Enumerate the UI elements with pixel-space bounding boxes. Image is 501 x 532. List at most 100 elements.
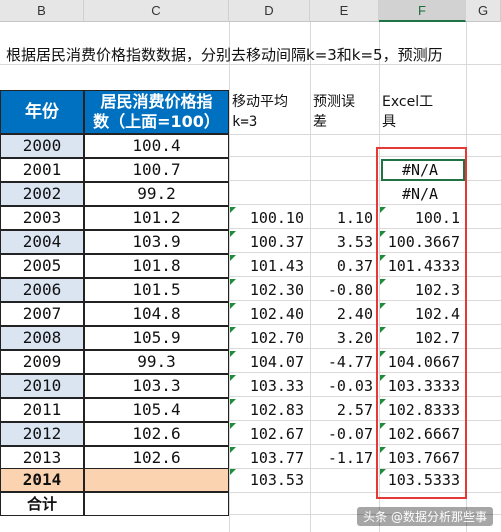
moving-average-cell[interactable]: 104.07 bbox=[249, 353, 304, 371]
moving-average-cell[interactable]: 102.40 bbox=[249, 305, 304, 323]
year-cell[interactable]: 2009 bbox=[0, 350, 84, 374]
header-excel-tool[interactable]: Excel工 具 bbox=[380, 90, 466, 134]
ma-error-indicator bbox=[230, 207, 236, 213]
column-header-g[interactable]: G bbox=[466, 0, 501, 22]
moving-average-cell[interactable]: 101.43 bbox=[249, 257, 304, 275]
column-header-f[interactable]: F bbox=[379, 0, 466, 22]
header-err-line1: 预测误 bbox=[313, 94, 355, 110]
forecast-error-cell[interactable] bbox=[311, 182, 379, 206]
year-cell[interactable]: 2004 bbox=[0, 230, 84, 254]
header-moving-average[interactable]: 移动平均 k=3 bbox=[230, 90, 310, 134]
excel-tool-cell[interactable]: 104.0667 bbox=[387, 353, 460, 371]
cpi-cell[interactable]: 104.8 bbox=[84, 302, 229, 326]
excel-tool-cell[interactable]: 101.4333 bbox=[387, 257, 460, 275]
cpi-cell[interactable]: 99.3 bbox=[84, 350, 229, 374]
cpi-cell[interactable]: 101.8 bbox=[84, 254, 229, 278]
header-forecast-error[interactable]: 预测误 差 bbox=[311, 90, 379, 134]
moving-average-cell[interactable]: 103.77 bbox=[249, 449, 304, 467]
forecast-error-cell[interactable]: -0.07 bbox=[327, 425, 373, 443]
forecast-error-cell[interactable]: 2.40 bbox=[336, 305, 373, 323]
moving-average-cell[interactable]: 100.10 bbox=[249, 209, 304, 227]
cpi-cell[interactable]: 101.2 bbox=[84, 206, 229, 230]
forecast-error-cell[interactable]: -0.80 bbox=[327, 281, 373, 299]
moving-average-cell[interactable] bbox=[230, 158, 310, 182]
cpi-cell[interactable]: 103.9 bbox=[84, 230, 229, 254]
total-label-cell[interactable]: 合计 bbox=[0, 492, 84, 516]
forecast-error-cell[interactable] bbox=[311, 134, 379, 158]
header-year[interactable]: 年份 bbox=[0, 90, 84, 134]
ma-error-indicator bbox=[230, 255, 236, 261]
column-header-d[interactable]: D bbox=[229, 0, 310, 22]
header-cpi-line2: 数（上面=100） bbox=[93, 112, 220, 131]
excel-tool-cell[interactable]: 102.6667 bbox=[387, 425, 460, 443]
year-cell[interactable]: 2012 bbox=[0, 422, 84, 446]
year-cell[interactable]: 2013 bbox=[0, 446, 84, 470]
excel-tool-cell[interactable]: 102.3 bbox=[414, 281, 460, 299]
excel-tool-cell[interactable]: 103.3333 bbox=[387, 377, 460, 395]
forecast-year-cell[interactable]: 2014 bbox=[0, 468, 84, 492]
header-cpi-line1: 居民消费价格指 bbox=[100, 92, 213, 111]
highlight-box bbox=[376, 147, 467, 499]
year-cell[interactable]: 2006 bbox=[0, 278, 84, 302]
forecast-tool-cell[interactable]: 103.5333 bbox=[387, 471, 460, 489]
forecast-cpi-cell[interactable] bbox=[84, 468, 229, 492]
ma-error-indicator bbox=[230, 231, 236, 237]
moving-average-cell[interactable] bbox=[230, 134, 310, 158]
excel-tool-cell[interactable]: #N/A bbox=[401, 185, 439, 203]
forecast-error-cell[interactable]: 3.53 bbox=[336, 233, 373, 251]
moving-average-cell[interactable] bbox=[230, 182, 310, 206]
moving-average-cell[interactable]: 100.37 bbox=[249, 233, 304, 251]
year-cell[interactable]: 2005 bbox=[0, 254, 84, 278]
excel-tool-cell[interactable]: 102.7 bbox=[414, 329, 460, 347]
forecast-error-cell[interactable]: 0.37 bbox=[336, 257, 373, 275]
column-header-e[interactable]: E bbox=[310, 0, 379, 22]
year-cell[interactable]: 2000 bbox=[0, 134, 84, 158]
forecast-error-cell[interactable]: -0.03 bbox=[327, 377, 373, 395]
cpi-cell[interactable]: 105.9 bbox=[84, 326, 229, 350]
cpi-cell[interactable]: 100.4 bbox=[84, 134, 229, 158]
excel-tool-cell[interactable]: 103.7667 bbox=[387, 449, 460, 467]
forecast-error-cell[interactable]: 2.57 bbox=[336, 401, 373, 419]
tool-error-indicator bbox=[380, 207, 386, 213]
header-ma-line1: 移动平均 bbox=[232, 94, 288, 110]
excel-tool-cell[interactable]: #N/A bbox=[380, 158, 466, 182]
moving-average-cell[interactable]: 102.83 bbox=[249, 401, 304, 419]
tool-error-indicator bbox=[380, 399, 386, 405]
header-cpi[interactable]: 居民消费价格指 数（上面=100） bbox=[84, 90, 229, 134]
column-header-b[interactable]: B bbox=[0, 0, 84, 22]
forecast-error-cell[interactable]: 3.20 bbox=[336, 329, 373, 347]
excel-tool-cell[interactable]: 102.4 bbox=[414, 305, 460, 323]
forecast-error-cell[interactable]: -4.77 bbox=[327, 353, 373, 371]
cpi-cell[interactable]: 101.5 bbox=[84, 278, 229, 302]
forecast-tool-error-indicator bbox=[380, 469, 386, 475]
forecast-error-cell[interactable] bbox=[311, 158, 379, 182]
excel-tool-cell[interactable]: 100.3667 bbox=[387, 233, 460, 251]
intro-text[interactable]: 根据居民消费价格指数数据，分别去移动间隔k=3和k=5，预测历 bbox=[6, 46, 443, 64]
moving-average-cell[interactable]: 102.70 bbox=[249, 329, 304, 347]
column-header-c[interactable]: C bbox=[84, 0, 229, 22]
year-cell[interactable]: 2008 bbox=[0, 326, 84, 350]
cpi-cell[interactable]: 102.6 bbox=[84, 422, 229, 446]
forecast-ma-cell[interactable]: 103.53 bbox=[249, 471, 304, 489]
total-cpi-cell[interactable] bbox=[84, 492, 229, 516]
cpi-cell[interactable]: 105.4 bbox=[84, 398, 229, 422]
forecast-error-cell[interactable]: -1.17 bbox=[327, 449, 373, 467]
year-cell[interactable]: 2002 bbox=[0, 182, 84, 206]
moving-average-cell[interactable]: 102.67 bbox=[249, 425, 304, 443]
year-cell[interactable]: 2010 bbox=[0, 374, 84, 398]
year-cell[interactable]: 2003 bbox=[0, 206, 84, 230]
year-cell[interactable]: 2001 bbox=[0, 158, 84, 182]
cpi-cell[interactable]: 103.3 bbox=[84, 374, 229, 398]
tool-error-indicator bbox=[380, 375, 386, 381]
cpi-cell[interactable]: 102.6 bbox=[84, 446, 229, 470]
moving-average-cell[interactable]: 103.33 bbox=[249, 377, 304, 395]
cpi-cell[interactable]: 100.7 bbox=[84, 158, 229, 182]
moving-average-cell[interactable]: 102.30 bbox=[249, 281, 304, 299]
tool-error-indicator bbox=[380, 303, 386, 309]
year-cell[interactable]: 2011 bbox=[0, 398, 84, 422]
forecast-error-cell[interactable]: 1.10 bbox=[336, 209, 373, 227]
excel-tool-cell[interactable]: 102.8333 bbox=[387, 401, 460, 419]
cpi-cell[interactable]: 99.2 bbox=[84, 182, 229, 206]
year-cell[interactable]: 2007 bbox=[0, 302, 84, 326]
excel-tool-cell[interactable]: 100.1 bbox=[414, 209, 460, 227]
